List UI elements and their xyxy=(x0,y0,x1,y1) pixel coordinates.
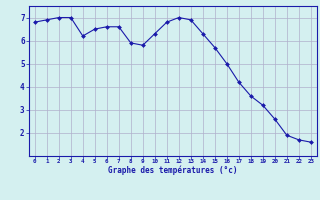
X-axis label: Graphe des températures (°c): Graphe des températures (°c) xyxy=(108,166,237,175)
